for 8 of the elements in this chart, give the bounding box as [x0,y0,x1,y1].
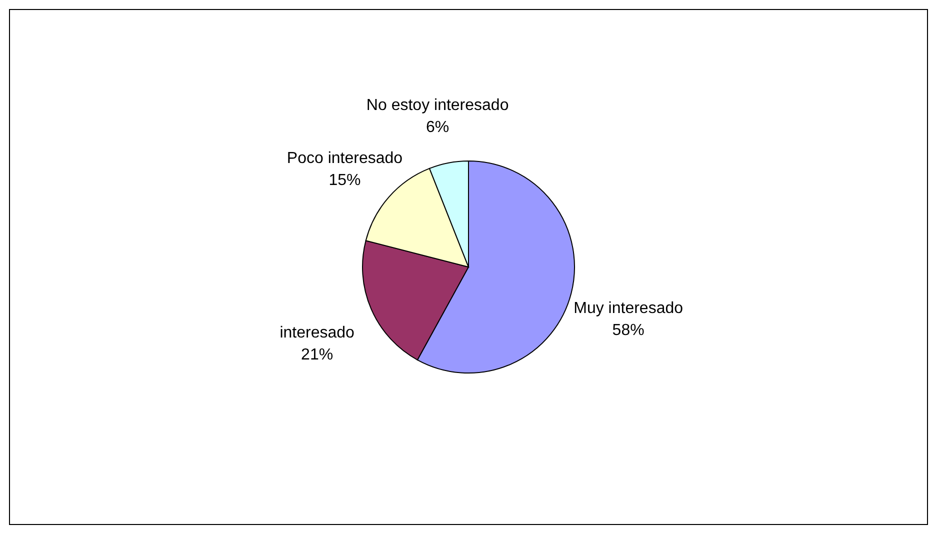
data-label: 6% [426,118,450,136]
slice-label: interesado [280,324,355,342]
data-label: 15% [328,172,361,189]
slice-label: Poco interesado [286,150,403,167]
data-label: 21% [301,346,334,364]
data-label: 58% [612,322,644,340]
slice-label: Muy interesado [574,300,684,318]
slice-label: No estoy interesado [366,96,509,114]
